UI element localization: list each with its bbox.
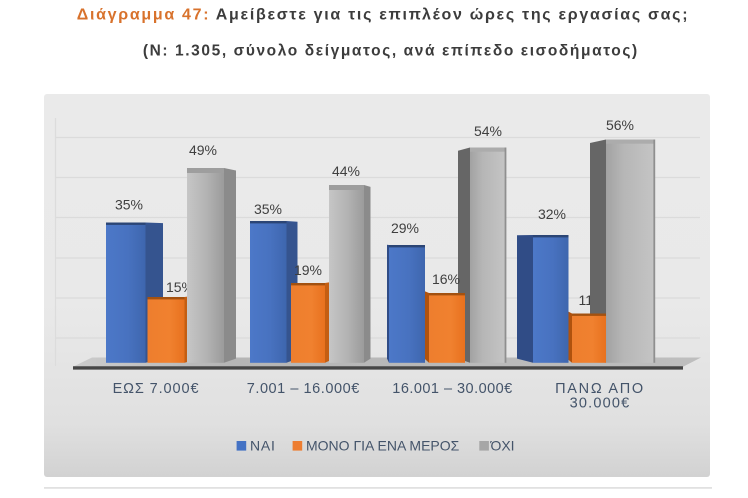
svg-text:44%: 44% — [332, 163, 360, 179]
svg-text:7.001 – 16.000€: 7.001 – 16.000€ — [247, 381, 360, 397]
svg-text:16.001 – 30.000€: 16.001 – 30.000€ — [392, 381, 512, 397]
svg-text:(Ν: 1.305, σύνολο δείγματος, α: (Ν: 1.305, σύνολο δείγματος, ανά επίπεδο… — [143, 43, 639, 60]
svg-text:ΜΟΝΟ ΓΙΑ ΕΝΑ ΜΕΡΟΣ: ΜΟΝΟ ΓΙΑ ΕΝΑ ΜΕΡΟΣ — [306, 438, 460, 454]
svg-text:35%: 35% — [254, 201, 282, 217]
svg-text:ΝΑΙ: ΝΑΙ — [250, 438, 276, 454]
svg-text:ΕΩΣ 7.000€: ΕΩΣ 7.000€ — [113, 381, 200, 397]
svg-text:54%: 54% — [474, 123, 502, 139]
svg-text:29%: 29% — [391, 220, 419, 236]
svg-text:19%: 19% — [294, 262, 322, 278]
svg-text:16%: 16% — [432, 271, 460, 287]
svg-text:Διάγραμμα 47: Αμείβεστε για τι: Διάγραμμα 47: Αμείβεστε για τις επιπλέον… — [77, 7, 689, 24]
svg-text:56%: 56% — [606, 117, 634, 133]
svg-text:35%: 35% — [115, 197, 143, 213]
svg-text:49%: 49% — [189, 142, 217, 158]
svg-text:ΌΧΙ: ΌΧΙ — [490, 438, 515, 454]
svg-text:ΠΑΝΩ ΑΠΟ: ΠΑΝΩ ΑΠΟ — [555, 381, 645, 397]
svg-text:30.000€: 30.000€ — [570, 396, 631, 412]
svg-text:32%: 32% — [538, 206, 566, 222]
